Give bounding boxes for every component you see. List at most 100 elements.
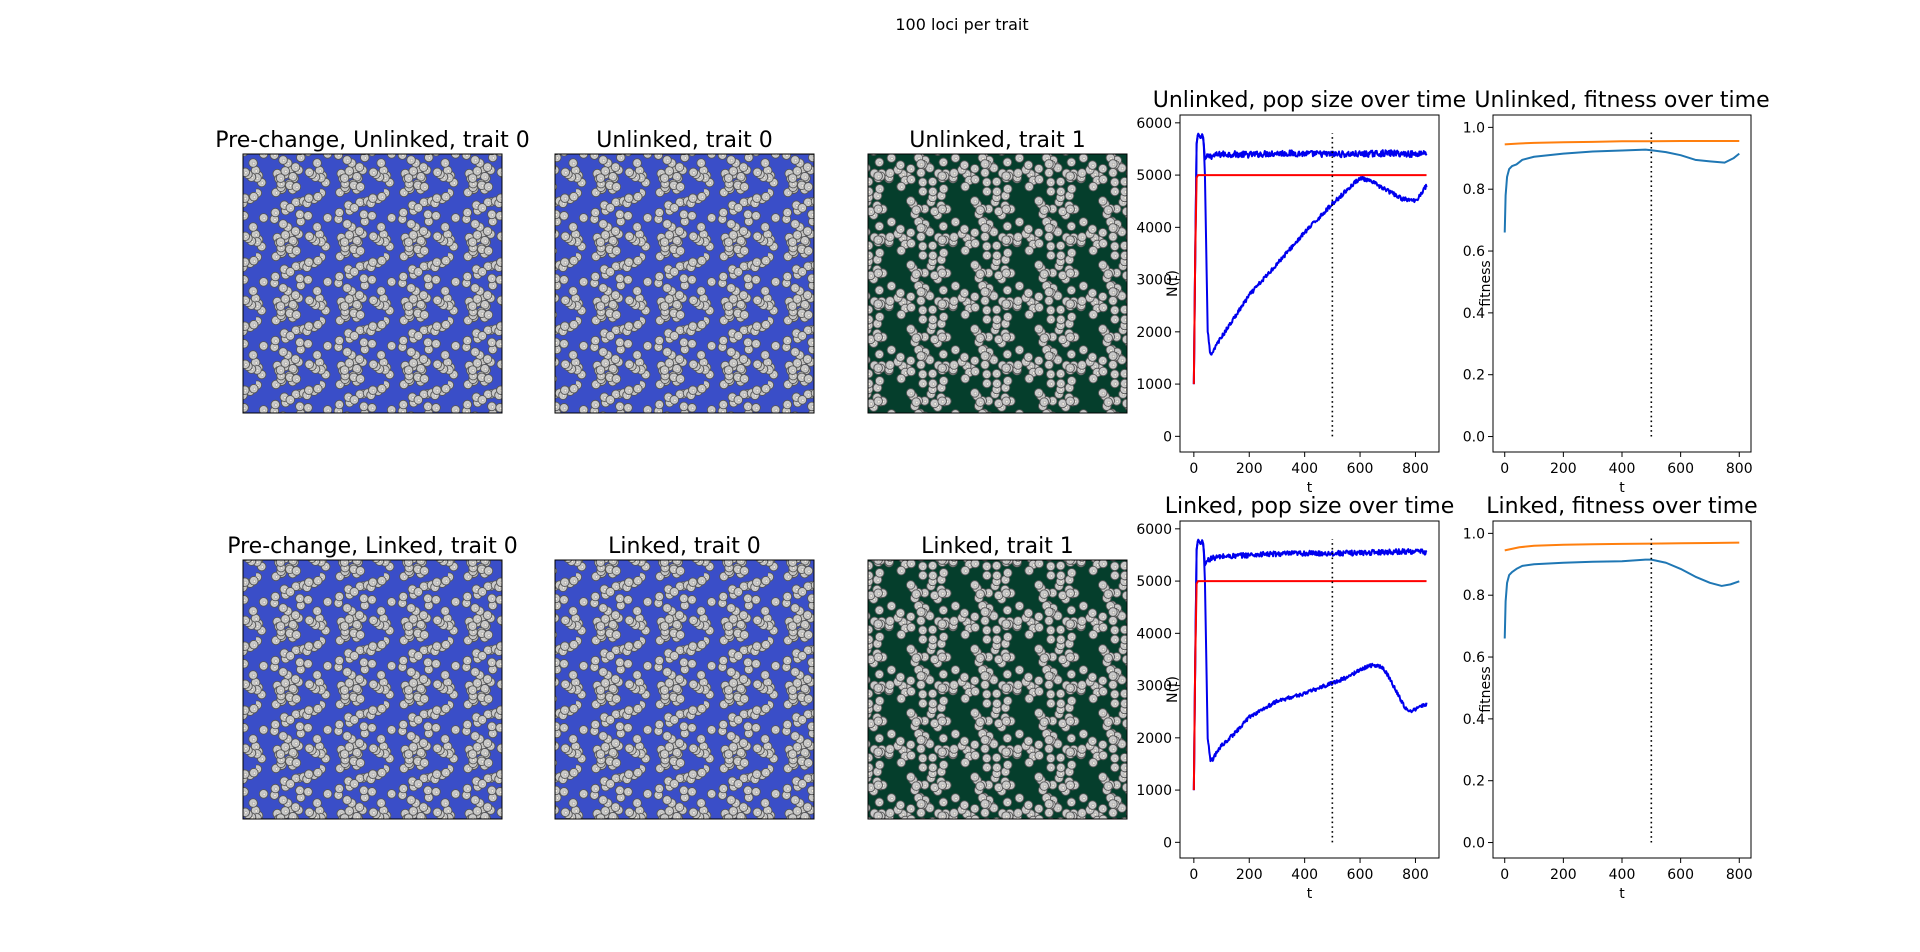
landscape-frame [554,153,815,414]
line-chart: Unlinked, pop size over time 0 200 400 600 80… [1136,88,1466,496]
x-tick-label: 800 [1402,867,1429,883]
landscape-image [555,154,814,413]
x-tick-label: 0 [1500,867,1509,883]
x-axis-label: t [1307,480,1313,496]
landscape-image [868,154,1127,413]
x-tick-label: 200 [1550,461,1577,477]
series-line [1192,538,1428,791]
series-line [1503,558,1740,639]
landscape-frame [554,559,815,820]
landscape-title: Unlinked, trait 1 [909,128,1086,153]
y-tick-label: 5000 [1136,574,1172,590]
y-axis-label: N(t) [1165,676,1181,703]
landscape-title: Linked, trait 0 [608,534,761,559]
y-tick-label: 0 [1163,835,1172,851]
x-axis-label: t [1619,480,1625,496]
x-tick-label: 0 [1189,867,1198,883]
y-tick-label: 1000 [1136,377,1172,393]
y-tick-label: 0.2 [1463,368,1485,384]
x-tick-label: 200 [1236,867,1263,883]
landscape-frame [242,559,503,820]
axes-frame [1492,520,1752,859]
x-tick-label: 400 [1291,461,1318,477]
series-line [1503,148,1740,233]
x-tick-label: 800 [1726,867,1753,883]
y-tick-label: 0.8 [1463,182,1485,198]
plot-area [1503,130,1740,437]
chart-panels: Unlinked, pop size over time 0 200 400 600 80… [1136,88,1769,902]
landscape-panel: Pre-change, Unlinked, trait 0 [215,128,530,414]
x-tick-label: 0 [1189,461,1198,477]
y-tick-label: 5000 [1136,168,1172,184]
chart-title: Linked, pop size over time [1165,494,1455,519]
figure-suptitle: 100 loci per trait [895,15,1028,34]
x-tick-label: 400 [1291,867,1318,883]
landscape-image [243,560,502,819]
y-tick-label: 2000 [1136,731,1172,747]
x-axis-label: t [1619,886,1625,902]
line-chart: Linked, fitness over time 0 200 400 600 800 0.… [1463,494,1758,902]
line-chart: Linked, pop size over time 0 200 400 600 800 0… [1136,494,1454,902]
landscape-image [555,560,814,819]
y-tick-label: 6000 [1136,116,1172,132]
landscape-title: Pre-change, Unlinked, trait 0 [215,128,529,153]
plot-area [1503,536,1740,843]
landscape-image [868,560,1127,819]
y-tick-label: 0.2 [1463,774,1485,790]
series-line [1192,174,1427,385]
chart-title: Unlinked, pop size over time [1153,88,1466,113]
y-axis-label: N(t) [1165,270,1181,297]
landscape-panels: Pre-change, Unlinked, trait 0 Unlinked, t… [215,128,1128,820]
y-axis-label: fitness [1478,666,1494,712]
y-tick-label: 0.6 [1463,244,1485,260]
x-tick-label: 400 [1609,461,1636,477]
landscape-frame [867,153,1128,414]
x-tick-label: 600 [1347,461,1374,477]
y-tick-label: 1.0 [1463,120,1485,136]
y-tick-label: 3000 [1136,679,1172,695]
y-tick-label: 0.0 [1463,836,1485,852]
landscape-panel: Unlinked, trait 1 [867,128,1128,414]
plot-area [1192,538,1428,843]
landscape-panel: Linked, trait 1 [867,534,1128,820]
x-tick-label: 800 [1726,461,1753,477]
y-tick-label: 3000 [1136,273,1172,289]
y-tick-label: 2000 [1136,325,1172,341]
chart-title: Unlinked, fitness over time [1474,88,1769,113]
x-tick-label: 800 [1402,461,1429,477]
series-line [1192,132,1428,385]
y-axis-label: fitness [1478,260,1494,306]
landscape-title: Pre-change, Linked, trait 0 [227,534,518,559]
y-tick-label: 6000 [1136,522,1172,538]
x-tick-label: 600 [1667,461,1694,477]
series-line [1504,139,1740,146]
y-tick-label: 4000 [1136,626,1172,642]
line-chart: Unlinked, fitness over time 0 200 400 600 800… [1463,88,1770,496]
axes-frame [1179,114,1440,453]
landscape-panel: Linked, trait 0 [554,534,815,820]
landscape-frame [242,153,503,414]
landscape-panel: Unlinked, trait 0 [554,128,815,414]
y-tick-label: 0.4 [1463,306,1485,322]
x-tick-label: 400 [1609,867,1636,883]
y-tick-label: 1000 [1136,783,1172,799]
y-tick-label: 4000 [1136,220,1172,236]
landscape-title: Unlinked, trait 0 [596,128,773,153]
y-tick-label: 0.6 [1463,650,1485,666]
y-tick-label: 0.4 [1463,712,1485,728]
y-tick-label: 0.0 [1463,430,1485,446]
x-tick-label: 0 [1500,461,1509,477]
plot-area [1192,132,1428,437]
landscape-frame [867,559,1128,820]
y-tick-label: 0.8 [1463,588,1485,604]
landscape-title: Linked, trait 1 [921,534,1074,559]
chart-title: Linked, fitness over time [1486,494,1757,519]
series-line [1504,541,1740,552]
x-tick-label: 200 [1236,461,1263,477]
axes-frame [1492,114,1752,453]
axes-frame [1179,520,1440,859]
x-axis-label: t [1307,886,1313,902]
landscape-panel: Pre-change, Linked, trait 0 [227,534,518,820]
series-line [1192,538,1428,791]
